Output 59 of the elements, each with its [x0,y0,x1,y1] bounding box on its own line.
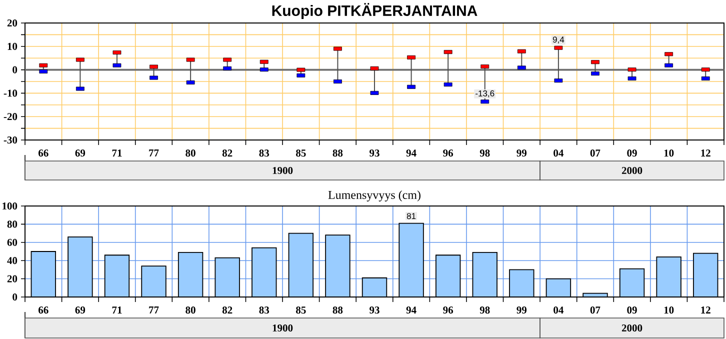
x-tick-label: 93 [370,150,380,157]
y-tick-label: 20 [7,19,18,27]
x-tick-label: 04 [554,150,564,157]
x-tick-label: 04 [554,306,564,314]
x-tick-label: 85 [296,306,306,314]
x-tick-label: 09 [627,306,637,314]
x-tick-label: 10 [664,150,674,157]
x-tick-label: 93 [370,306,380,314]
x-tick-label: 82 [222,150,232,157]
text: 2000 [622,324,642,332]
x-tick-label: 96 [443,150,454,157]
x-tick-label: 80 [186,306,196,314]
x-tick-label: 69 [75,150,86,157]
x-tick-label: 88 [332,306,343,314]
x-tick-label: 10 [664,306,674,314]
y-tick-label: 10 [8,42,18,50]
x-tick-label: 98 [480,306,490,314]
y-tick-label: 100 [2,202,18,210]
text: 1900 [272,166,293,174]
y-tick-label: 0 [12,293,18,301]
y-tick-label: 0 [12,66,18,74]
x-tick-label: 77 [149,150,159,156]
x-tick-label: 12 [701,150,710,156]
text: 2000 [622,166,642,174]
y-tick-label: 40 [7,257,18,264]
text: 1900 [272,324,293,332]
y-tick-label: -30 [4,136,18,144]
x-tick-label: 12 [701,306,710,314]
y-tick-label: -20 [4,113,18,120]
x-tick-label: 83 [259,306,270,314]
x-tick-label: 07 [590,150,600,157]
x-tick-label: 98 [480,150,490,157]
x-tick-label: 69 [75,306,86,314]
y-tick-label: 60 [7,238,18,246]
data-label: 81 [406,213,416,220]
x-tick-label: 66 [38,306,48,314]
x-tick-label: 94 [406,306,416,314]
x-tick-label: 96 [443,306,454,314]
x-tick-label: 99 [516,150,527,157]
x-tick-label: 80 [186,150,196,157]
x-tick-label: 83 [259,150,270,157]
chart-title: Lumensyvyys (cm) [328,190,420,202]
x-tick-label: 88 [332,150,343,157]
y-tick-label: -10 [4,90,18,97]
x-tick-label: 07 [590,306,600,314]
y-tick-label: 20 [7,275,18,282]
data-label: 9,4 [552,36,564,44]
x-tick-label: 77 [149,306,159,314]
y-tick-label: 80 [7,220,18,228]
x-tick-label: 85 [296,150,306,157]
x-tick-label: 94 [406,150,416,157]
x-tick-label: 99 [516,306,527,314]
x-tick-label: 71 [112,150,122,156]
x-tick-label: 82 [222,306,232,314]
x-tick-label: 66 [38,150,48,157]
data-label: -13,6 [476,90,494,98]
chart-title: Kuopio PITKÄPERJANTAINA [272,3,478,19]
x-tick-label: 09 [627,150,637,157]
x-tick-label: 71 [112,306,122,314]
